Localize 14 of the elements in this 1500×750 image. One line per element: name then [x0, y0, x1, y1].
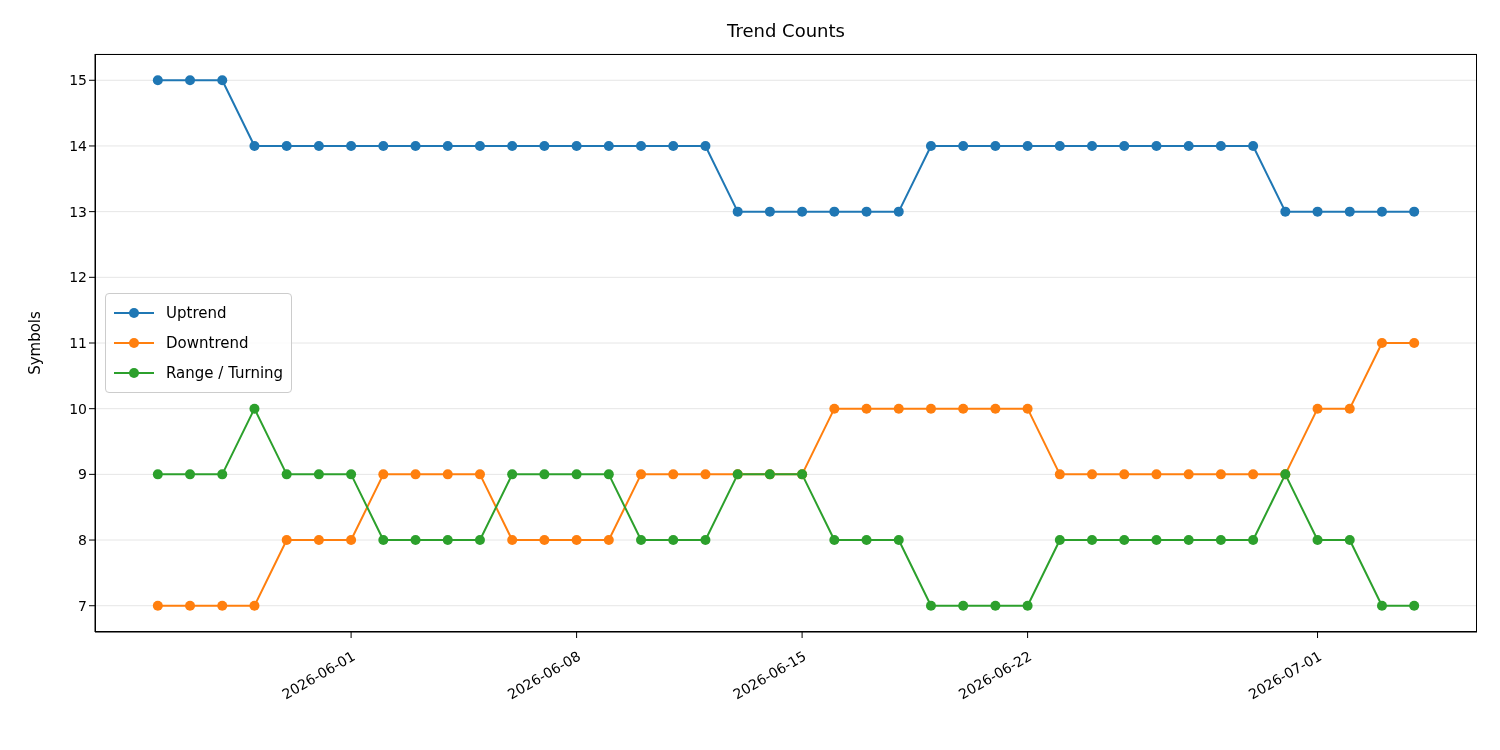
y-tick-label: 8	[78, 532, 87, 549]
y-tick-label: 9	[78, 466, 87, 483]
y-tick-label: 13	[69, 203, 87, 220]
y-tick-label: 15	[69, 72, 87, 89]
legend-label: Uptrend	[166, 304, 227, 322]
y-tick-label: 11	[69, 334, 87, 351]
y-tick-label: 12	[69, 269, 87, 286]
y-tick-label: 14	[69, 137, 88, 154]
y-tick-label: 10	[69, 400, 87, 417]
chart-title: Trend Counts	[726, 20, 846, 41]
y-axis-title: Symbols	[26, 310, 45, 375]
y-tick-label: 7	[78, 597, 87, 614]
legend-label: Range / Turning	[166, 364, 284, 382]
legend-label: Downtrend	[166, 334, 249, 352]
